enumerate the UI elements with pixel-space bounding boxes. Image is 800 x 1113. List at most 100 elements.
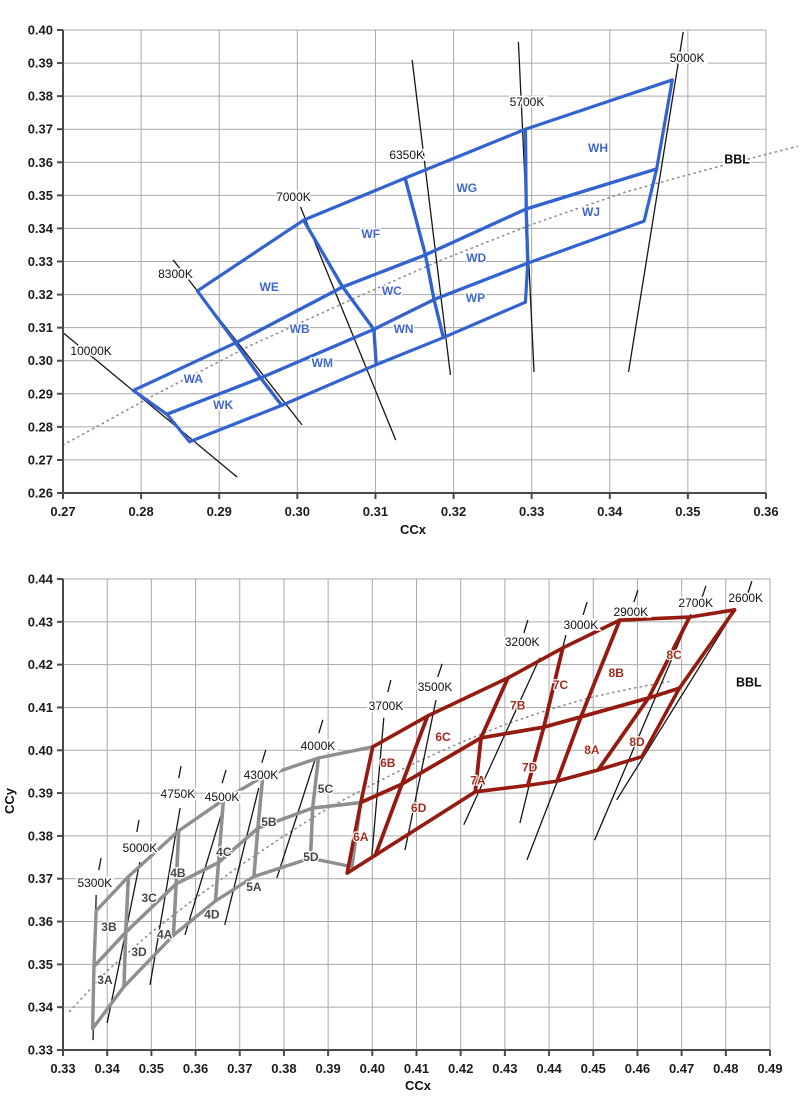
bin-5D xyxy=(308,800,363,869)
top-chart: WE WF WG WH WA WB WC WD WJ WK WM WN WP 10000K 8300K 700… xyxy=(28,23,799,537)
cct-tick-3000K xyxy=(582,601,588,616)
cct-label-3700K: 3700K xyxy=(369,699,404,713)
x-tick-label: 0.28 xyxy=(128,504,153,519)
cct-tick-4000K xyxy=(318,719,324,734)
cct-label-5000K: 5000K xyxy=(670,51,705,65)
cct-line-6350K xyxy=(411,60,452,376)
bin-label-7A: 7A xyxy=(470,774,486,788)
cct-line-2700K xyxy=(593,613,692,841)
warm-bins-red: 6B 6C 6A 6D 7B 7C 7A 7D 8B 8C 8A 8D xyxy=(345,608,737,875)
bin-label-WD: WD xyxy=(466,251,486,265)
bin-WJ xyxy=(524,167,659,265)
x-tick-label: 0.27 xyxy=(50,504,75,519)
cct-label-4750K: 4750K xyxy=(161,787,196,801)
x-tick-label: 0.33 xyxy=(50,1061,75,1076)
bin-label-3D: 3D xyxy=(131,945,147,959)
y-tick-label: 0.42 xyxy=(28,657,53,672)
x-tick-label: 0.46 xyxy=(625,1061,650,1076)
x-tick-label: 0.37 xyxy=(227,1061,252,1076)
x-tick-label: 0.36 xyxy=(183,1061,208,1076)
bin-label-WN: WN xyxy=(394,322,414,336)
bin-label-5D: 5D xyxy=(303,850,319,864)
y-tick-label: 0.40 xyxy=(28,743,53,758)
cct-line-4300K xyxy=(224,787,260,926)
bbl-label: BBL xyxy=(724,153,750,167)
bin-label-WE: WE xyxy=(260,280,279,294)
cct-label-3000K: 3000K xyxy=(564,618,599,632)
bin-label-5B: 5B xyxy=(261,815,277,829)
x-tick-label: 0.39 xyxy=(315,1061,340,1076)
cct-label-4300K: 4300K xyxy=(244,768,279,782)
x-tick-label: 0.47 xyxy=(669,1061,694,1076)
y-tick-label: 0.32 xyxy=(28,287,53,302)
cct-tick-4300K xyxy=(261,749,267,763)
white-bins-blue: WE WF WG WH WA WB WC WD WJ WK WM WN WP xyxy=(131,78,674,444)
y-axis-title: CCy xyxy=(2,787,17,814)
bin-label-6D: 6D xyxy=(411,801,427,815)
bin-label-5C: 5C xyxy=(318,782,334,796)
x-tick-label: 0.44 xyxy=(536,1061,562,1076)
cct-label-2600K: 2600K xyxy=(728,591,763,605)
bin-label-4B: 4B xyxy=(170,866,186,880)
bin-8D xyxy=(596,686,682,772)
cct-label-2700K: 2700K xyxy=(678,596,713,610)
y-tick-label: 0.28 xyxy=(28,419,53,434)
y-tick-label: 0.35 xyxy=(28,957,53,972)
cct-label-8300K: 8300K xyxy=(158,267,193,281)
bin-label-WG: WG xyxy=(456,181,477,195)
y-tick-label: 0.34 xyxy=(28,1000,54,1015)
bin-label-WM: WM xyxy=(312,356,333,370)
x-axis-title: CCx xyxy=(400,522,427,537)
x-tick-label: 0.34 xyxy=(597,504,623,519)
bbl-curve xyxy=(62,145,799,446)
cct-tick-4500K xyxy=(221,769,227,784)
gridlines xyxy=(62,29,767,494)
bin-label-WJ: WJ xyxy=(582,205,600,219)
bin-label-3B: 3B xyxy=(101,920,117,934)
x-tick-label: 0.29 xyxy=(207,504,232,519)
cct-label-10000K: 10000K xyxy=(70,344,111,358)
bin-label-7D: 7D xyxy=(522,760,538,774)
cct-line-2600K xyxy=(616,608,737,801)
cct-label-6350K: 6350K xyxy=(389,148,424,162)
y-tick-label: 0.39 xyxy=(28,786,53,801)
cct-label-5300K: 5300K xyxy=(77,876,112,890)
x-tick-label: 0.41 xyxy=(404,1061,429,1076)
y-tick-label: 0.34 xyxy=(28,221,54,236)
y-tick-label: 0.37 xyxy=(28,871,53,886)
y-tick-label: 0.38 xyxy=(28,89,53,104)
cct-label-4500K: 4500K xyxy=(205,790,240,804)
y-tick-label: 0.29 xyxy=(28,386,53,401)
x-tick-label: 0.43 xyxy=(492,1061,517,1076)
x-tick-label: 0.42 xyxy=(448,1061,473,1076)
cct-line-7000K xyxy=(299,206,397,441)
x-tick-label: 0.49 xyxy=(757,1061,782,1076)
y-tick-label: 0.33 xyxy=(28,1043,53,1058)
cool-bins-gray: 3B 3C 3A 3D 4B 4C 4A 4D 5B 5C 5A 5D xyxy=(90,745,375,1031)
y-tick-label: 0.43 xyxy=(28,614,53,629)
cct-label-5000K: 5000K xyxy=(123,841,158,855)
x-tick-label: 0.31 xyxy=(363,504,388,519)
x-tick-label: 0.48 xyxy=(713,1061,738,1076)
cct-line-5000K xyxy=(627,31,684,373)
bin-label-8A: 8A xyxy=(584,743,600,757)
cct-tick-5300K xyxy=(98,858,102,871)
cct-label-5700K: 5700K xyxy=(510,95,545,109)
x-tick-label: 0.34 xyxy=(95,1061,121,1076)
bin-label-3C: 3C xyxy=(141,891,157,905)
cct-tick-2700K xyxy=(701,585,707,599)
bin-label-WP: WP xyxy=(466,291,485,305)
cct-label-7000K: 7000K xyxy=(276,190,311,204)
bin-label-WF: WF xyxy=(361,227,380,241)
y-tick-label: 0.44 xyxy=(28,572,54,587)
bin-label-WH: WH xyxy=(588,141,608,155)
cct-label-3500K: 3500K xyxy=(418,680,453,694)
bbl-curve xyxy=(68,680,674,1013)
bin-label-4C: 4C xyxy=(216,845,232,859)
y-tick-label: 0.26 xyxy=(28,486,53,501)
y-tick-label: 0.33 xyxy=(28,254,53,269)
bin-label-8B: 8B xyxy=(609,666,625,680)
bin-label-8D: 8D xyxy=(629,735,645,749)
